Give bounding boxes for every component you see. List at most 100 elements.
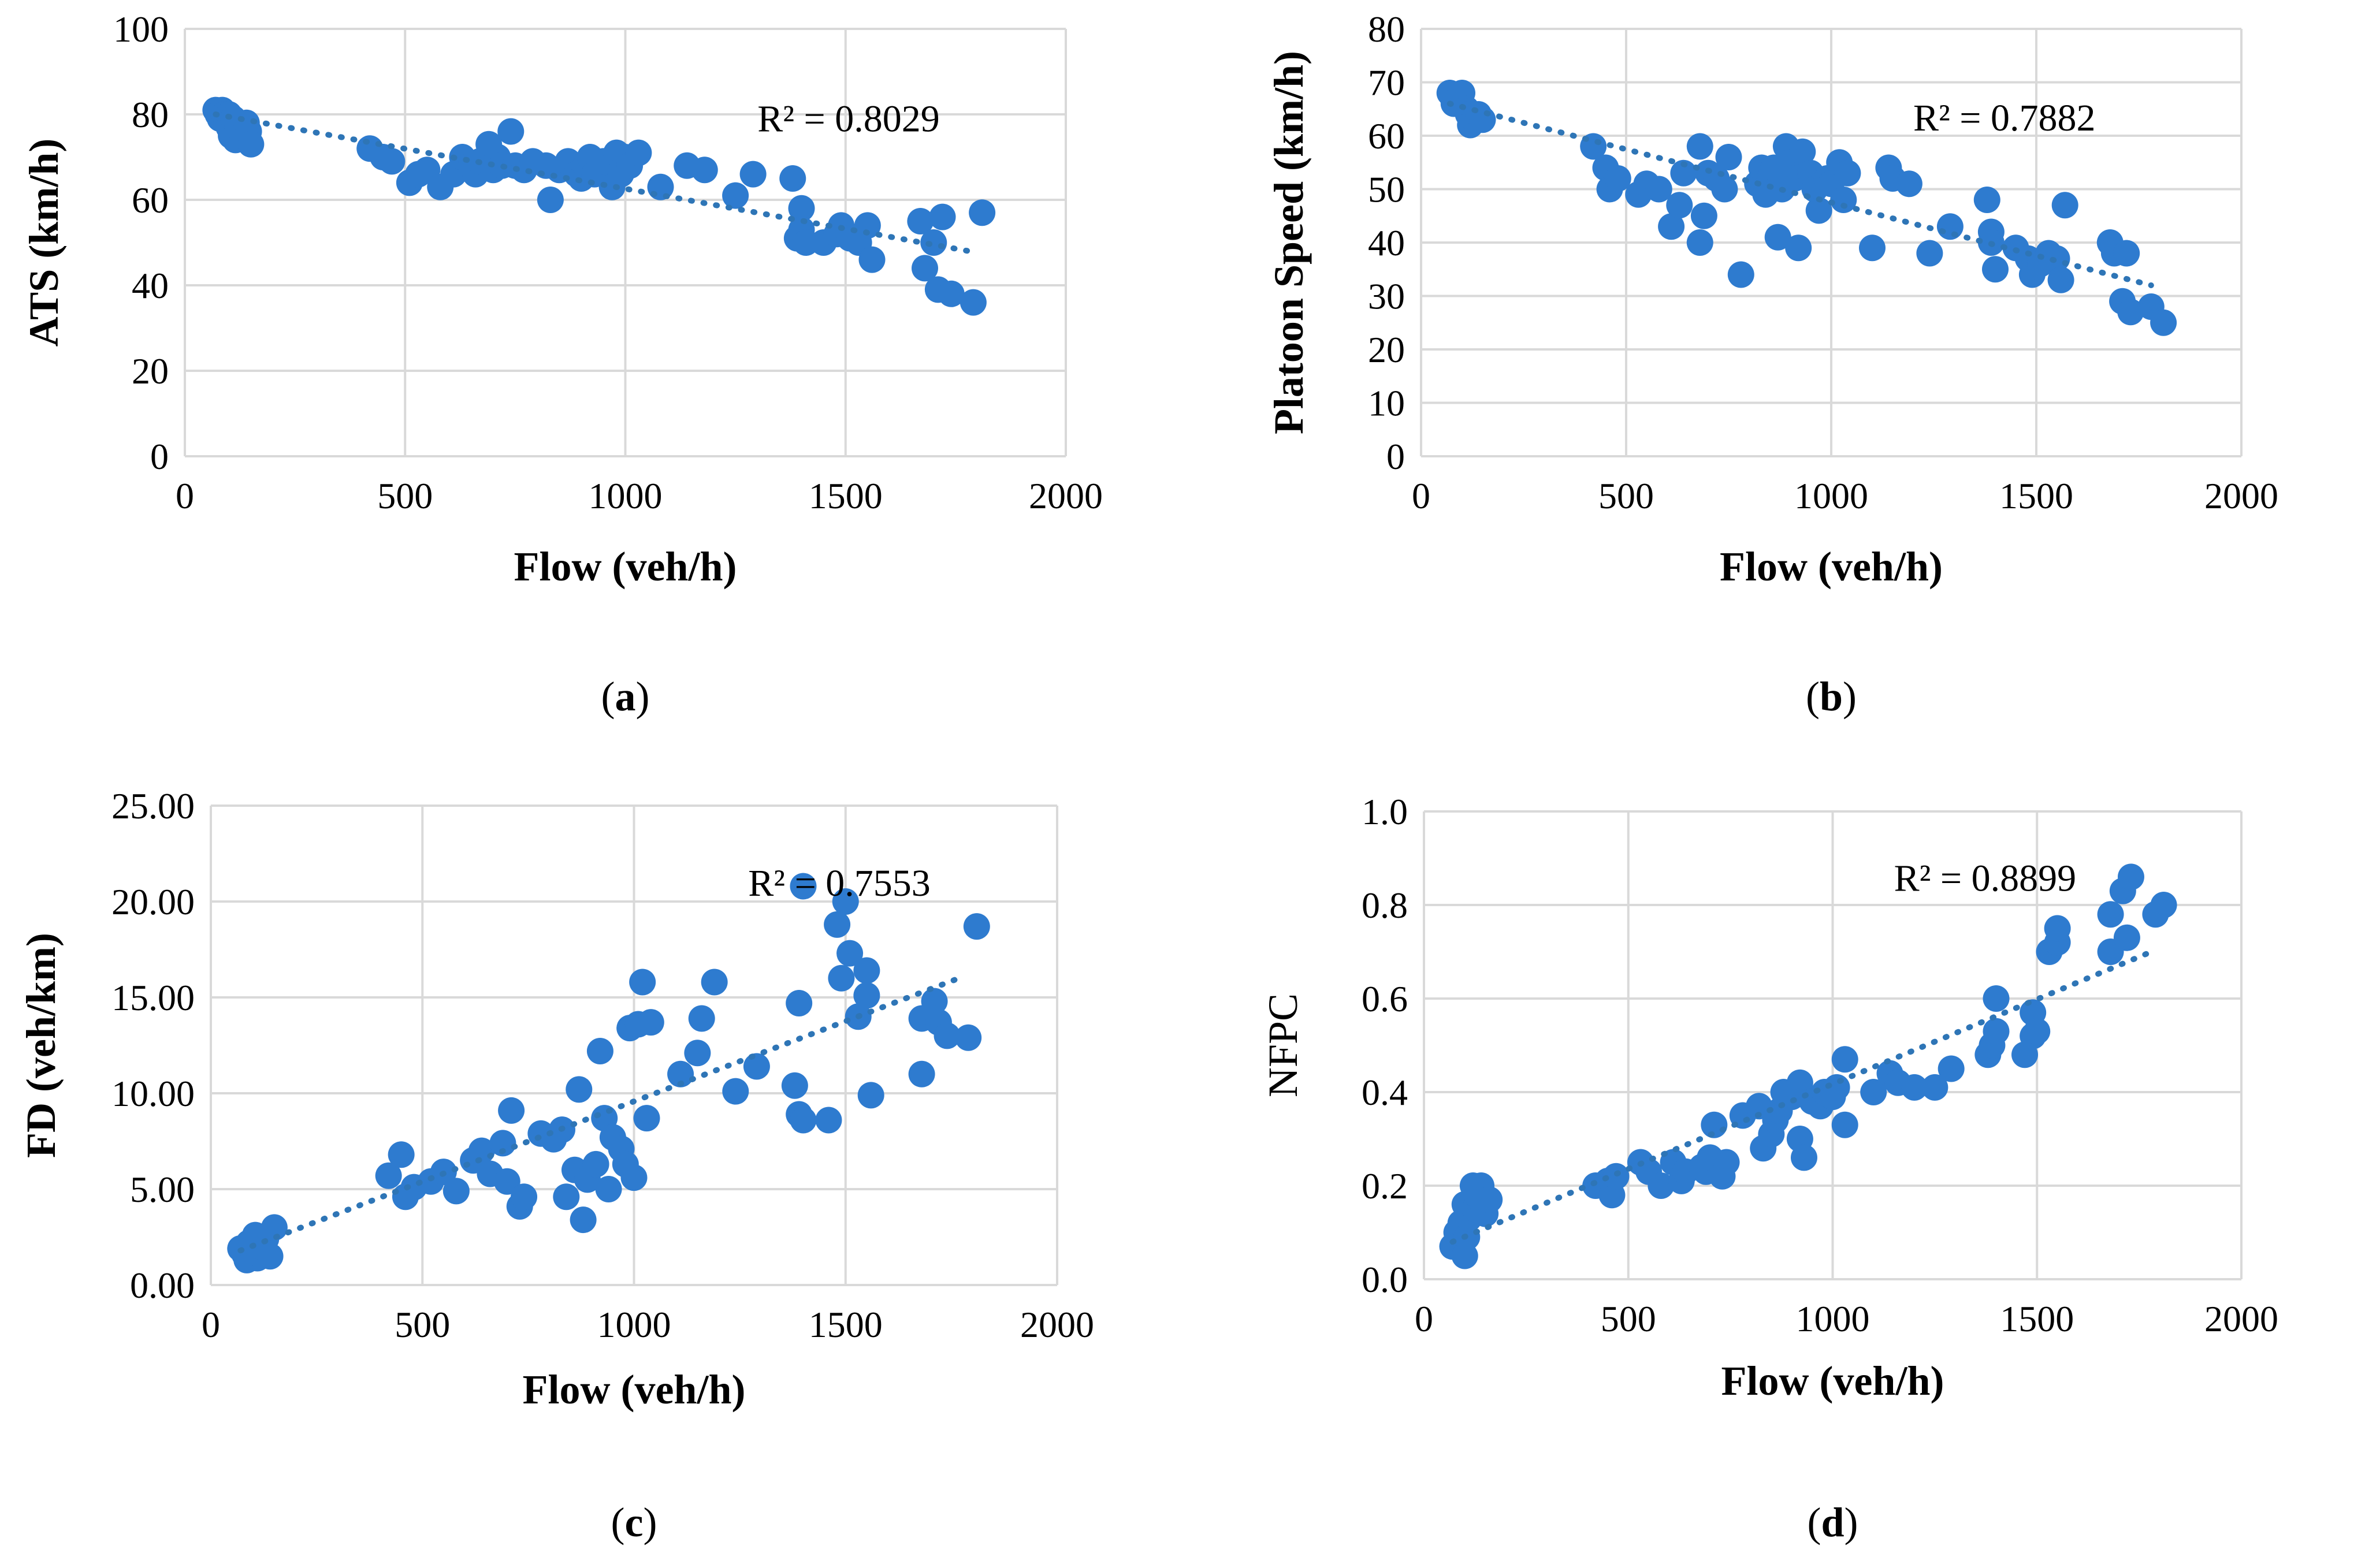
data-point (1711, 176, 1738, 203)
panel-label: (a) (601, 673, 650, 720)
data-point (908, 1060, 935, 1087)
data-point (1859, 234, 1886, 262)
data-point (2117, 299, 2144, 326)
r-squared-label: R² = 0.7553 (748, 862, 931, 904)
data-point (1921, 1074, 1948, 1101)
y-axis-title: FD (veh/km) (18, 933, 64, 1158)
x-tick-label: 1500 (809, 475, 883, 516)
data-point (722, 182, 749, 209)
y-tick-label: 50 (1368, 169, 1405, 210)
data-point (1789, 138, 1816, 165)
data-point (1666, 192, 1693, 219)
y-axis-title: Platoon Speed (km/h) (1266, 51, 1312, 434)
data-point (832, 888, 859, 915)
data-point (790, 873, 817, 900)
data-point (647, 173, 674, 200)
data-point (1983, 985, 2010, 1012)
data-point (378, 148, 406, 175)
data-point (1936, 213, 1963, 240)
data-point (1901, 1074, 1928, 1101)
y-tick-label: 60 (132, 180, 169, 221)
data-point (788, 195, 815, 222)
x-tick-label: 0 (176, 475, 194, 516)
data-point (498, 1097, 525, 1124)
panel-label: (c) (611, 1499, 657, 1545)
data-point (625, 139, 652, 166)
data-point (907, 208, 934, 234)
r-squared-label: R² = 0.8899 (1894, 858, 2077, 900)
trendline (237, 973, 967, 1254)
y-tick-label: 10 (1368, 383, 1405, 424)
data-point (1831, 1046, 1858, 1073)
data-point (2113, 924, 2140, 951)
data-point (1648, 1172, 1675, 1199)
data-point (2051, 192, 2078, 219)
data-point (497, 118, 525, 145)
data-point (1645, 176, 1672, 203)
data-point (701, 969, 728, 996)
x-tick-label: 0 (1415, 1298, 1433, 1339)
y-tick-label: 1.0 (1362, 791, 1408, 832)
panel-label: (b) (1806, 673, 1857, 720)
data-point (963, 913, 990, 940)
data-point (375, 1162, 402, 1189)
data-point (1983, 1018, 2010, 1045)
data-point (1982, 256, 2009, 283)
data-point (688, 1005, 715, 1032)
panel-label: (d) (1807, 1499, 1858, 1545)
y-tick-label: 20.00 (111, 881, 195, 922)
data-point (955, 1024, 982, 1051)
data-point (853, 957, 880, 984)
y-axis-title: ATS (km/h) (21, 139, 67, 347)
data-point (1938, 1055, 1965, 1082)
y-tick-label: 0.2 (1362, 1165, 1408, 1206)
y-tick-label: 5.00 (130, 1169, 195, 1210)
trendline (213, 111, 972, 254)
data-point (537, 187, 564, 213)
data-point (1715, 144, 1742, 170)
y-tick-label: 0.0 (1362, 1259, 1408, 1300)
r-squared-label: R² = 0.7882 (1913, 97, 2096, 139)
data-point (854, 212, 881, 239)
y-tick-label: 30 (1368, 276, 1405, 317)
data-point (1786, 1069, 1813, 1096)
x-tick-label: 2000 (1029, 475, 1103, 516)
y-tick-label: 80 (132, 94, 169, 135)
data-point (1916, 240, 1943, 267)
data-point (722, 1078, 749, 1105)
x-tick-label: 1000 (1794, 475, 1868, 516)
data-point (739, 161, 767, 188)
panel-letter: c (625, 1499, 644, 1545)
data-point (1604, 165, 1631, 192)
y-tick-label: 10.00 (111, 1073, 195, 1114)
data-point (1785, 234, 1812, 262)
y-tick-label: 20 (1368, 329, 1405, 370)
y-tick-label: 40 (132, 265, 169, 306)
data-point (1805, 197, 1832, 224)
data-point (828, 964, 855, 992)
x-tick-label: 0 (202, 1304, 220, 1345)
data-point (1834, 159, 1861, 187)
data-point (921, 988, 948, 1015)
y-tick-label: 0 (1386, 436, 1405, 477)
x-axis-title: Flow (veh/h) (1721, 1358, 1944, 1404)
data-point (1686, 229, 1713, 256)
y-tick-label: 60 (1368, 116, 1405, 157)
data-point (1670, 159, 1697, 187)
data-point (969, 199, 996, 226)
data-point (629, 969, 656, 996)
data-point (442, 1178, 470, 1205)
data-point (824, 911, 851, 938)
data-point (595, 1176, 622, 1202)
data-point (779, 165, 806, 192)
x-axis-title: Flow (veh/h) (1720, 543, 1943, 590)
data-point (790, 1107, 817, 1134)
data-point (858, 246, 886, 273)
data-point (2047, 266, 2074, 293)
data-point (2024, 1018, 2051, 1045)
panel-letter: d (1821, 1499, 1844, 1545)
data-point (637, 1009, 664, 1036)
y-tick-label: 100 (113, 9, 169, 50)
